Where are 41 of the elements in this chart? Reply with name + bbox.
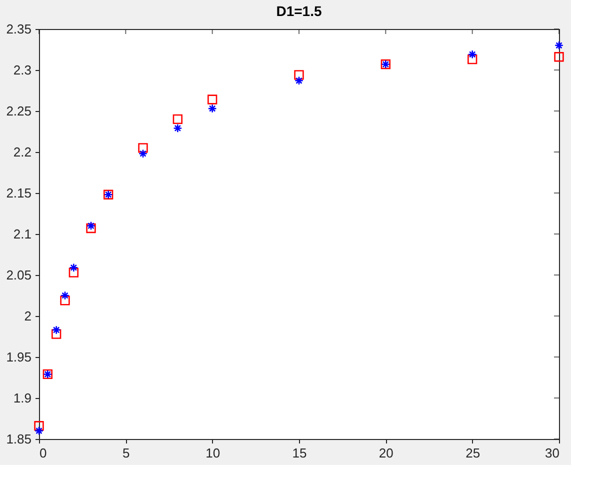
x-tick-label: 5 [122, 446, 130, 460]
point [86, 223, 96, 234]
point [60, 290, 70, 300]
x-tick-label: 10 [206, 446, 220, 460]
point [468, 54, 478, 64]
point [173, 124, 182, 133]
y-tick-label: 2.1 [13, 226, 32, 242]
point [68, 268, 78, 278]
point [52, 329, 62, 339]
point [294, 70, 304, 80]
point [468, 50, 477, 59]
y-tick-label: 1.9 [13, 390, 32, 406]
point [138, 143, 148, 153]
chart-title: D1=1.5 [276, 3, 322, 19]
y-tick-label: 1.95 [6, 350, 32, 364]
y-tick-label: 1.85 [6, 432, 32, 446]
point [34, 421, 44, 431]
y-tick-label: 2.2 [13, 144, 32, 160]
y-tick-label: 2.05 [6, 268, 32, 282]
y-tick-label: 2.3 [13, 62, 32, 78]
y-tick-label: 2 [24, 308, 32, 324]
x-tick-label: 30 [545, 446, 560, 460]
x-tick-label: 25 [466, 446, 480, 460]
point [208, 104, 217, 114]
point [138, 149, 148, 158]
y-tick-label: 2.35 [6, 22, 32, 36]
point [172, 114, 182, 124]
y-tick-label: 2.25 [6, 104, 32, 118]
x-tick-label: 20 [378, 446, 394, 460]
point [208, 94, 218, 104]
point [554, 52, 564, 62]
point [86, 221, 96, 230]
y-tick-label: 2.15 [6, 186, 32, 200]
x-tick-label: 0 [40, 446, 47, 460]
point [69, 263, 78, 272]
x-tick-label: 15 [292, 446, 307, 460]
point [34, 426, 44, 436]
point [294, 76, 304, 86]
point [60, 296, 70, 306]
point [554, 40, 564, 50]
point [52, 325, 61, 334]
